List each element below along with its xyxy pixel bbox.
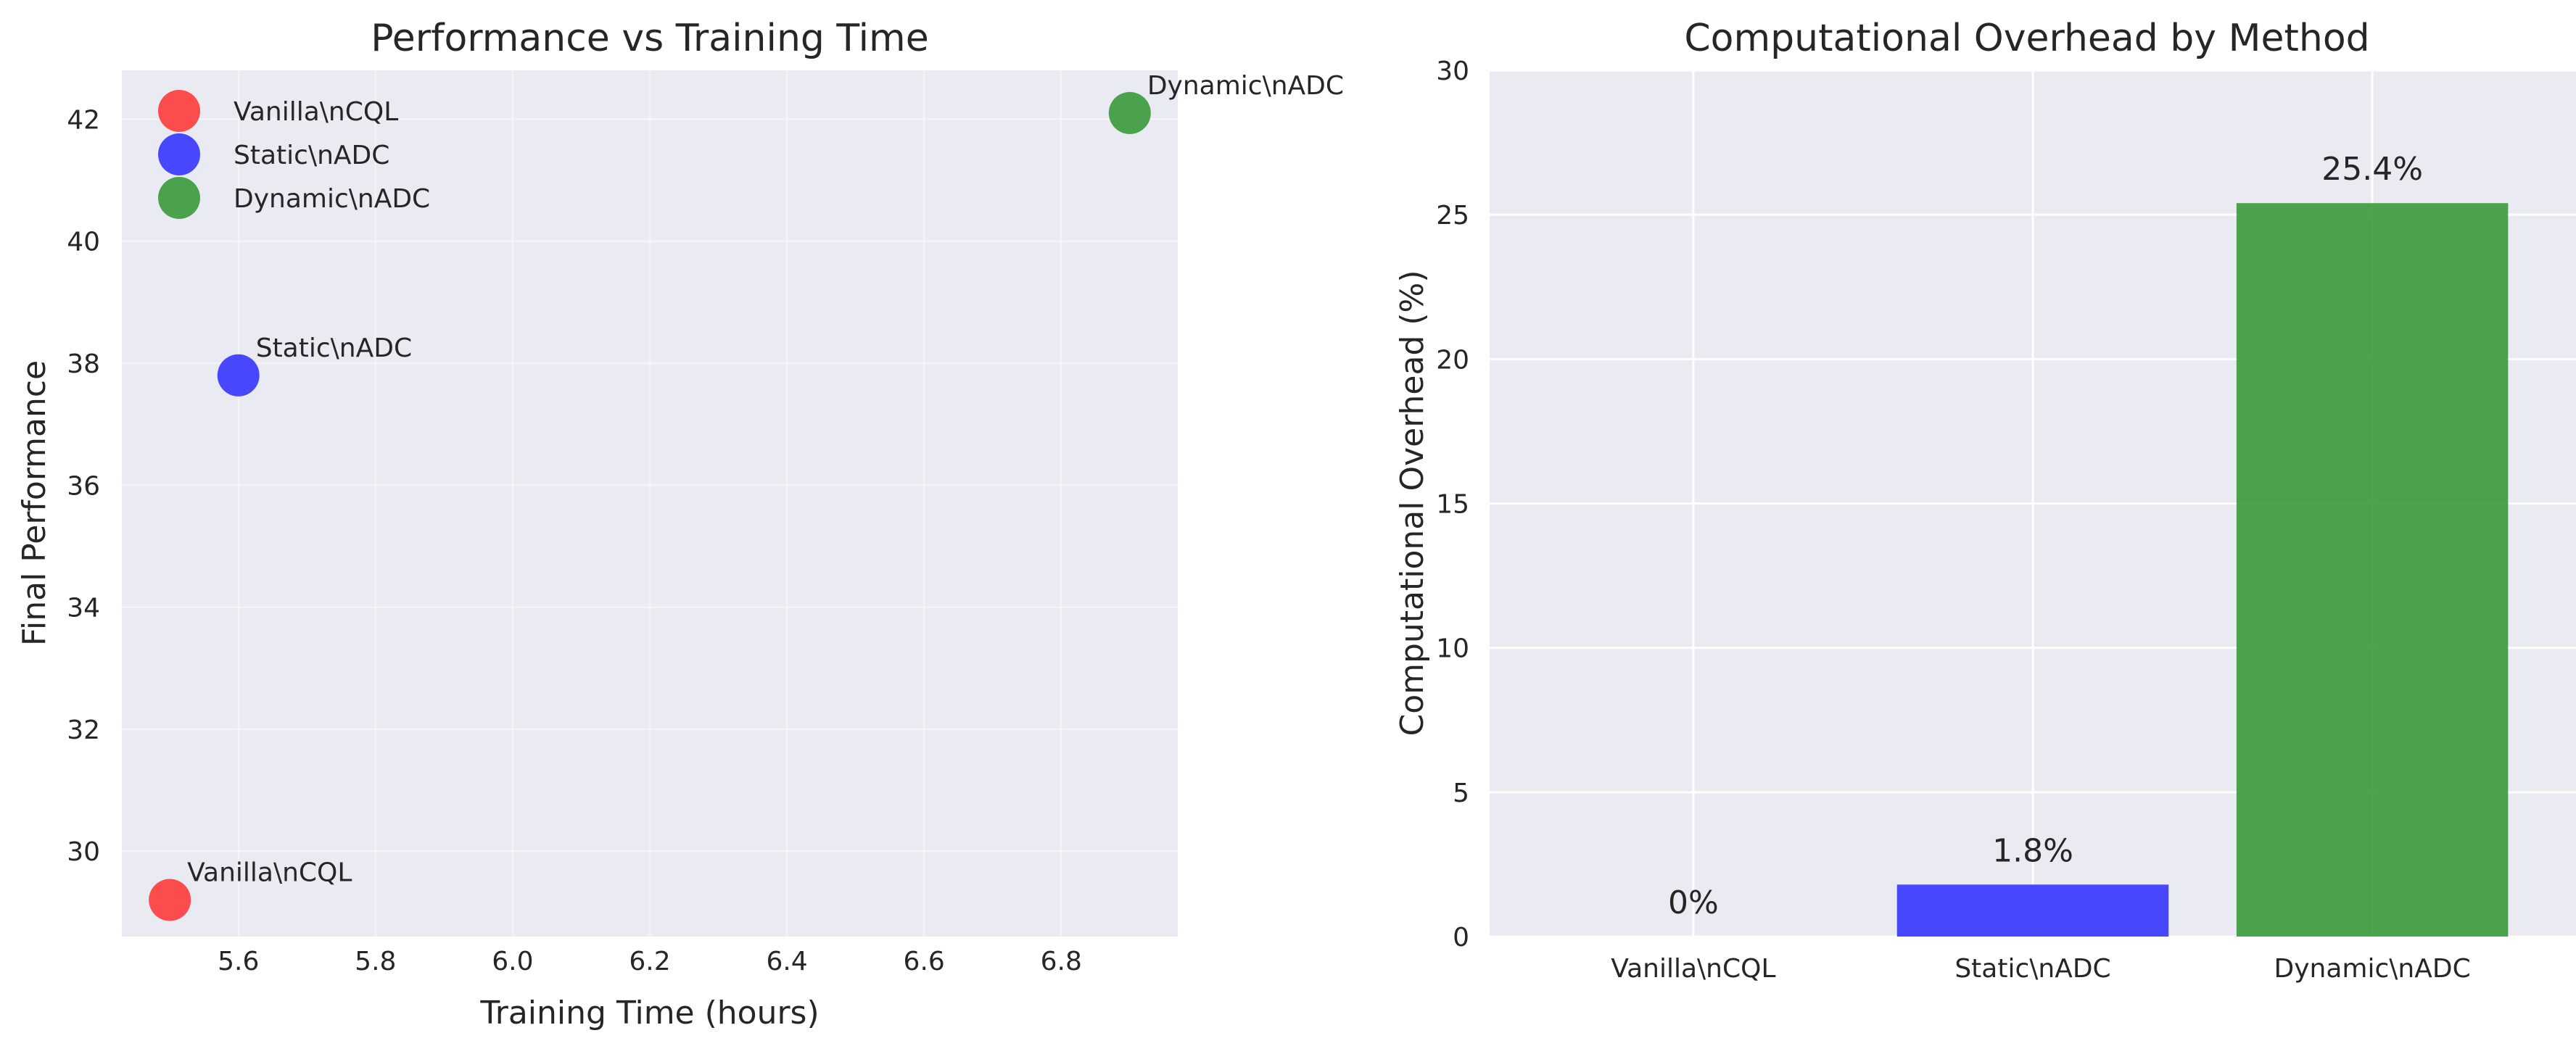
scatter-x-tick-label: 6.2: [629, 947, 670, 976]
bar-value-labels: 0% 1.8% 25.4%: [1668, 151, 2423, 921]
bar-y-tick-label: 10: [1436, 634, 1469, 664]
scatter-title: Performance vs Training Time: [371, 17, 928, 60]
scatter-legend-label: Vanilla\nCQL: [234, 97, 398, 127]
scatter-gridlines: [122, 70, 1178, 937]
scatter-y-tick-label: 32: [67, 715, 100, 745]
scatter-legend-label: Dynamic\nADC: [234, 184, 430, 214]
bar-x-tick-label: Vanilla\nCQL: [1611, 954, 1775, 984]
scatter-x-tick-label: 6.8: [1041, 947, 1082, 976]
bar-value-label: 25.4%: [2321, 151, 2423, 188]
scatter-point: [1108, 91, 1151, 134]
bar-y-axis-label: Computational Overhead (%): [1394, 270, 1431, 736]
scatter-y-tick-label: 30: [67, 837, 100, 867]
bar-y-ticks: 0 5 10 15 20 25 30: [1436, 57, 1469, 953]
scatter-y-axis-label: Final Performance: [16, 360, 53, 646]
scatter-x-ticks: 5.6 5.8 6.0 6.2 6.4 6.6 6.8: [218, 947, 1082, 976]
scatter-annotations: Vanilla\nCQL Static\nADC Dynamic\nADC: [187, 71, 1344, 888]
bar-y-tick-label: 15: [1436, 490, 1469, 520]
scatter-point: [149, 879, 191, 921]
scatter-point-annotation: Static\nADC: [256, 333, 412, 363]
bar-y-tick-label: 0: [1453, 923, 1469, 953]
scatter-x-tick-label: 6.6: [904, 947, 945, 976]
scatter-plot-area: [122, 70, 1178, 937]
scatter-point: [217, 354, 260, 397]
scatter-point-annotation: Vanilla\nCQL: [187, 858, 352, 888]
bar-marks: [1896, 203, 2509, 937]
scatter-y-tick-label: 42: [67, 105, 100, 135]
scatter-legend-marker: [158, 133, 200, 175]
bar: [2236, 203, 2509, 937]
scatter-y-tick-label: 38: [67, 349, 100, 379]
scatter-y-tick-label: 40: [67, 228, 100, 257]
scatter-x-tick-label: 6.4: [766, 947, 807, 976]
bar-y-tick-label: 30: [1436, 57, 1469, 86]
bar: [1896, 884, 2169, 937]
bar-y-tick-label: 20: [1436, 345, 1469, 375]
scatter-legend-marker: [158, 90, 200, 132]
scatter-panel: 5.6 5.8 6.0 6.2 6.4 6.6 6.8 30 32 34 36 38 40 42 Van…: [16, 17, 1344, 1032]
bar-x-tick-label: Dynamic\nADC: [2274, 954, 2471, 984]
scatter-x-axis-label: Training Time (hours): [479, 995, 819, 1032]
scatter-legend: Vanilla\nCQL Static\nADC Dynamic\nADC: [158, 90, 430, 219]
scatter-x-tick-label: 5.8: [355, 947, 396, 976]
scatter-y-tick-label: 36: [67, 471, 100, 501]
scatter-points: [149, 91, 1151, 921]
scatter-legend-marker: [158, 177, 200, 219]
bar-panel: 0% 1.8% 25.4% Vanilla\nCQL Static\nADC Dynam…: [1394, 17, 2576, 984]
scatter-x-tick-label: 5.6: [218, 947, 259, 976]
bar-x-ticks: Vanilla\nCQL Static\nADC Dynamic\nADC: [1611, 954, 2470, 984]
scatter-legend-label: Static\nADC: [234, 141, 389, 170]
bar-title: Computational Overhead by Method: [1684, 17, 2369, 60]
bar-value-label: 1.8%: [1992, 832, 2073, 869]
bar-x-tick-label: Static\nADC: [1954, 954, 2110, 984]
scatter-y-tick-label: 34: [67, 594, 100, 623]
bar-y-tick-label: 5: [1453, 779, 1469, 808]
scatter-y-ticks: 30 32 34 36 38 40 42: [67, 105, 100, 867]
scatter-point-annotation: Dynamic\nADC: [1147, 71, 1344, 101]
bar-value-label: 0%: [1668, 884, 1719, 921]
bar-y-tick-label: 25: [1436, 201, 1469, 231]
scatter-x-tick-label: 6.0: [492, 947, 533, 976]
